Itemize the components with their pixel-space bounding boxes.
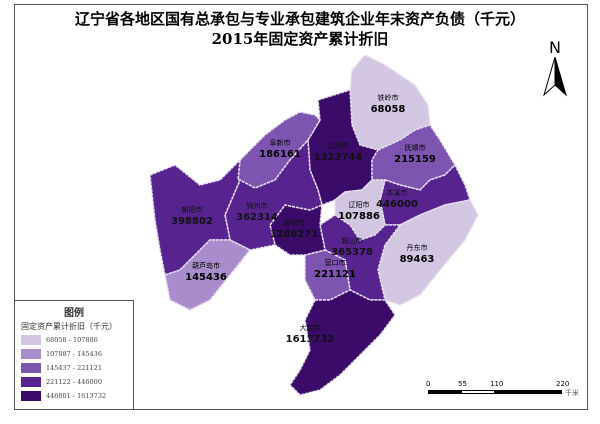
north-arrow: N bbox=[540, 38, 570, 101]
region-name-label: 丹东市 bbox=[407, 243, 428, 252]
region-value-label: 362314 bbox=[236, 212, 278, 223]
region-value-label: 68058 bbox=[371, 104, 406, 115]
region-value-label: 1323744 bbox=[314, 152, 363, 163]
region-9 bbox=[289, 289, 396, 396]
legend-item: 145437 - 221121 bbox=[21, 363, 133, 373]
scale-tick-label: 110 bbox=[490, 380, 504, 388]
region-value-label: 221121 bbox=[314, 269, 356, 280]
region-name-label: 本溪市 bbox=[387, 188, 408, 197]
scale-tick-label: 0 bbox=[426, 380, 431, 388]
region-name-label: 锦州市 bbox=[247, 201, 268, 210]
region-name-label: 铁岭市 bbox=[378, 93, 399, 102]
legend-swatch bbox=[21, 363, 41, 373]
legend-swatch bbox=[21, 349, 41, 359]
legend-range-label: 107887 - 145436 bbox=[46, 350, 102, 358]
region-value-label: 446000 bbox=[376, 199, 418, 210]
legend-subtitle: 固定资产累计折旧（千元） bbox=[21, 322, 117, 331]
region-name-label: 营口市 bbox=[325, 258, 346, 267]
region-name-label: 辽阳市 bbox=[349, 200, 370, 209]
region-value-label: 215159 bbox=[394, 154, 436, 165]
region-name-label: 阜新市 bbox=[270, 138, 291, 147]
map-title: 辽宁省各地区国有总承包与专业承包建筑企业年末资产负债（千元） bbox=[74, 10, 525, 28]
legend-swatch bbox=[21, 377, 41, 387]
legend-range-label: 221122 - 446000 bbox=[46, 378, 102, 386]
legend-range-label: 145437 - 221121 bbox=[46, 364, 102, 372]
region-name-label: 大连市 bbox=[300, 323, 321, 332]
scale-segment bbox=[428, 390, 462, 394]
region-value-label: 1613732 bbox=[286, 334, 335, 345]
legend-swatch bbox=[21, 335, 41, 345]
region-name-label: 盘锦市 bbox=[284, 218, 305, 227]
region-value-label: 1286271 bbox=[270, 229, 319, 240]
legend-title: 图例 bbox=[64, 308, 84, 319]
region-13 bbox=[164, 239, 252, 311]
scale-bar: 0 55 110 220 千米 bbox=[426, 376, 588, 406]
region-value-label: 89463 bbox=[400, 254, 435, 265]
region-value-label: 365378 bbox=[331, 247, 373, 258]
map-frame bbox=[14, 4, 588, 410]
north-arrow-icon bbox=[543, 56, 567, 97]
region-name-label: 抚顺市 bbox=[405, 143, 426, 152]
scale-tick-label: 220 bbox=[556, 380, 570, 388]
map-subtitle: 2015年固定资产累计折旧 bbox=[211, 30, 389, 48]
region-value-label: 186161 bbox=[259, 149, 301, 160]
region-11 bbox=[224, 138, 323, 251]
legend-item: 107887 - 145436 bbox=[21, 349, 133, 359]
region-12 bbox=[149, 157, 242, 276]
legend-range-label: 68058 - 107886 bbox=[46, 336, 98, 344]
region-value-label: 107886 bbox=[338, 211, 380, 222]
region-name-label: 朝阳市 bbox=[182, 205, 203, 214]
scale-segment bbox=[494, 390, 562, 394]
region-name-label: 葫芦岛市 bbox=[192, 261, 220, 270]
legend-item: 221122 - 446000 bbox=[21, 377, 133, 387]
scale-unit: 千米 bbox=[565, 389, 579, 397]
region-value-label: 398802 bbox=[171, 216, 213, 227]
legend-item: 68058 - 107886 bbox=[21, 335, 133, 345]
region-2 bbox=[237, 111, 321, 189]
region-value-label: 145436 bbox=[185, 272, 227, 283]
scale-tick-label: 55 bbox=[458, 380, 467, 388]
legend-range-label: 446001 - 1613732 bbox=[46, 392, 107, 400]
scale-segment bbox=[462, 390, 494, 394]
legend-item: 446001 - 1613732 bbox=[21, 391, 133, 401]
region-name-label: 沈阳市 bbox=[328, 141, 349, 150]
legend-swatch bbox=[21, 391, 41, 401]
north-label: N bbox=[549, 38, 561, 57]
legend: 图例 固定资产累计折旧（千元） 68058 - 107886 107887 - 1… bbox=[15, 300, 134, 410]
region-name-label: 鞍山市 bbox=[342, 236, 363, 245]
